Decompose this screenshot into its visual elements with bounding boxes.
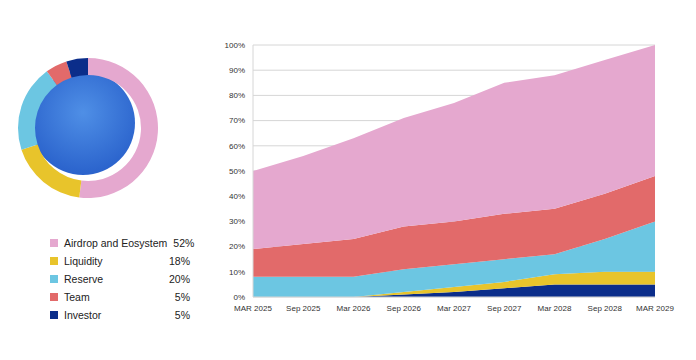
- svg-text:80%: 80%: [229, 91, 245, 100]
- html-text:5%: 5%: [174, 309, 190, 321]
- svg-text:0%: 0%: [233, 293, 245, 302]
- svg-text:MAR 2025: MAR 2025: [234, 304, 272, 313]
- svg-text:Mar 2027: Mar 2027: [437, 304, 471, 313]
- html-text:Liquidity: Liquidity: [64, 255, 103, 267]
- svg-text:90%: 90%: [229, 66, 245, 75]
- svg-text:Sep 2025: Sep 2025: [286, 304, 321, 313]
- svg-text:70%: 70%: [229, 116, 245, 125]
- html-text:5%: 5%: [174, 291, 190, 303]
- svg-text:Mar 2026: Mar 2026: [337, 304, 371, 313]
- svg-text:100%: 100%: [225, 41, 245, 50]
- svg-text:50%: 50%: [229, 167, 245, 176]
- svg-text:30%: 30%: [229, 217, 245, 226]
- html-text:Airdrop and Eosystem: Airdrop and Eosystem: [64, 237, 168, 249]
- svg-text:MAR 2029: MAR 2029: [636, 304, 674, 313]
- html-text:Reserve: Reserve: [64, 273, 104, 285]
- svg-text:Sep 2027: Sep 2027: [487, 304, 522, 313]
- svg-text:Sep 2026: Sep 2026: [387, 304, 422, 313]
- html-text:18%: 18%: [169, 255, 190, 267]
- html-text:20%: 20%: [169, 273, 190, 285]
- svg-text:60%: 60%: [229, 142, 245, 151]
- svg-text:10%: 10%: [229, 268, 245, 277]
- html-text:52%: 52%: [173, 237, 195, 249]
- svg-text:40%: 40%: [229, 192, 245, 201]
- html-text:Investor: Investor: [64, 309, 102, 321]
- html-text:Team: Team: [64, 291, 90, 303]
- svg-text:Sep 2028: Sep 2028: [588, 304, 623, 313]
- svg-text:Mar 2028: Mar 2028: [538, 304, 572, 313]
- svg-text:20%: 20%: [229, 242, 245, 251]
